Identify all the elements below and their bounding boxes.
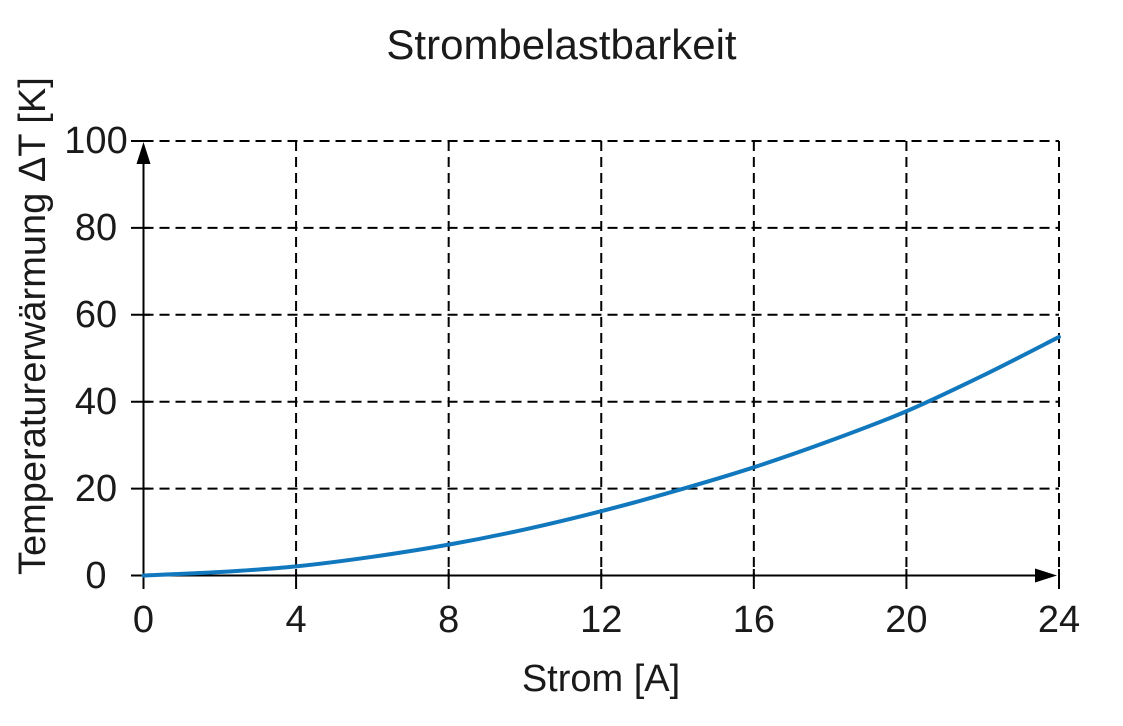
x-tick-label-0: 0 [132, 599, 155, 641]
x-tick-label-24: 24 [1037, 599, 1081, 641]
y-tick-label-40: 40 [74, 380, 118, 423]
x-tick-label-4: 4 [285, 599, 307, 641]
y-tick-label-20: 20 [74, 467, 118, 510]
y-axis-label: Temperaturerwärmung ΔT [K] [12, 77, 54, 575]
x-tick-label-8: 8 [438, 599, 460, 641]
y-tick-label-80: 80 [74, 206, 118, 249]
y-tick-label-0: 0 [85, 554, 107, 597]
x-axis-label: Strom [A] [521, 658, 681, 700]
x-tick-label-12: 12 [580, 599, 623, 641]
chart-title: Strombelastbarkeit [386, 21, 737, 68]
x-tick-label-20: 20 [885, 599, 928, 641]
x-tick-label-16: 16 [732, 599, 775, 641]
series-curve [141, 334, 1061, 578]
y-tick-label-60: 60 [74, 293, 118, 336]
y-axis-arrow [136, 142, 151, 164]
x-axis-arrow [1035, 568, 1057, 583]
y-tick-label-100: 100 [64, 120, 128, 162]
